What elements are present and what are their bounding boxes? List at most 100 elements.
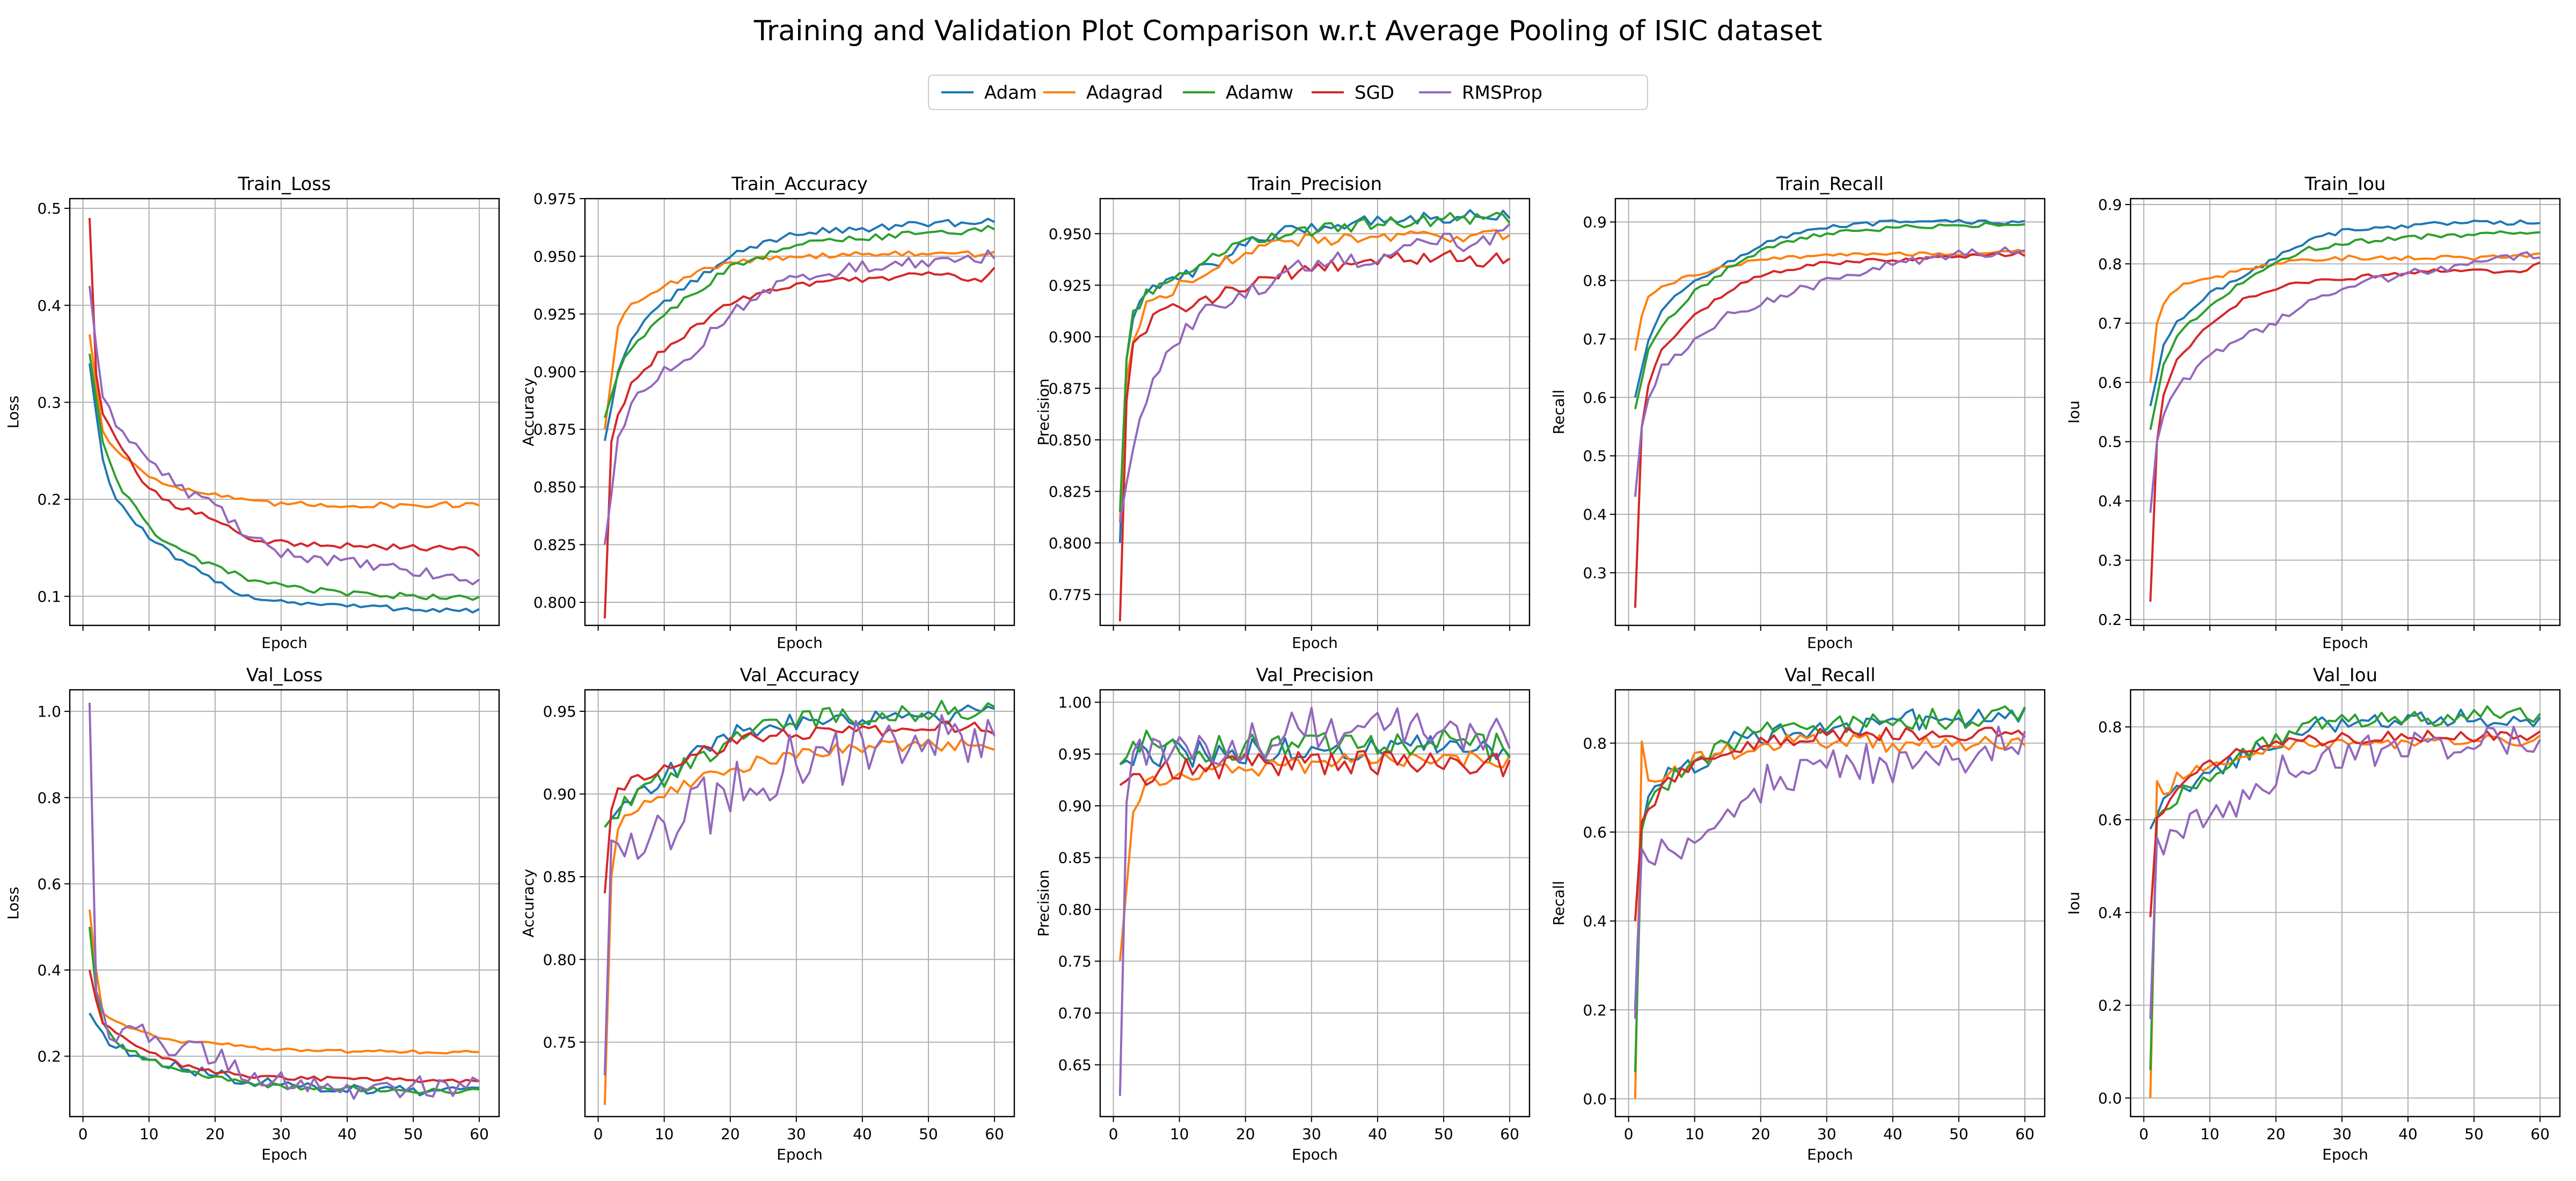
x-tick-label: 0 <box>594 1125 603 1143</box>
series-group <box>1118 706 1511 1096</box>
y-tick-label: 0.925 <box>533 305 576 323</box>
grid <box>2131 199 2560 625</box>
legend-item-sgd: SGD <box>1312 82 1394 104</box>
series-line-adamw <box>2149 230 2541 430</box>
y-tick-label: 0.4 <box>2098 492 2122 510</box>
x-tick-label: 30 <box>787 1125 806 1143</box>
subplot-val-accuracy: 0 10 20 30 40 50 60 0.75 0.80 0.85 0.90 0.95 Val_Acc… <box>519 665 1015 1163</box>
legend-label: Adagrad <box>1086 82 1163 104</box>
x-tick-label: 40 <box>338 1125 357 1143</box>
legend-item-adam: Adam <box>941 82 1037 104</box>
y-axis-label: Accuracy <box>519 378 537 447</box>
x-tick-label: 20 <box>1751 1125 1770 1143</box>
series-line-rmsprop <box>1118 223 1511 523</box>
y-axis-label: Accuracy <box>519 869 537 938</box>
y-tick-label: 0.4 <box>2098 904 2122 922</box>
x-axis-label: Epoch <box>261 1146 308 1163</box>
series-line-adam <box>1634 707 2026 1010</box>
y-tick-label: 0.5 <box>37 200 61 217</box>
x-tick-label: 30 <box>2332 1125 2352 1143</box>
grid <box>585 690 1014 1117</box>
axes-frame <box>1614 689 2046 1118</box>
x-axis-label: Epoch <box>777 634 823 652</box>
y-axis-label: Recall <box>1550 390 1568 435</box>
series-line-adamw <box>2149 705 2541 1070</box>
subplot-title: Train_Loss <box>237 173 331 195</box>
y-tick-label: 0.2 <box>2098 997 2122 1015</box>
y-tick-label: 0.850 <box>533 478 576 496</box>
y-tick-label: 0.5 <box>2098 433 2122 451</box>
x-tick-label: 20 <box>206 1125 225 1143</box>
y-tick-label: 0.6 <box>2098 811 2122 829</box>
subplot-val-precision: 0 10 20 30 40 50 60 0.65 0.70 0.75 0.80 0.85 0.90 0.9… <box>1035 665 1531 1163</box>
series-line-adam <box>1118 209 1511 543</box>
y-tick-label: 0.6 <box>1583 389 1607 406</box>
x-tick-label: 0 <box>1624 1125 1634 1143</box>
series-line-sgd <box>603 267 996 619</box>
series-line-rmsprop <box>603 714 996 1076</box>
subplot-title: Val_Recall <box>1784 665 1875 686</box>
subplot-title: Val_Accuracy <box>740 665 859 686</box>
y-tick-label: 0.80 <box>543 951 576 968</box>
series-line-rmsprop <box>2149 251 2541 513</box>
x-tick-label: 0 <box>78 1125 88 1143</box>
y-axis-label: Iou <box>2065 400 2083 424</box>
y-tick-label: 0.85 <box>543 868 576 886</box>
y-tick-label: 0.4 <box>1583 913 1607 930</box>
y-tick-label: 0.70 <box>1058 1004 1092 1022</box>
series-line-rmsprop <box>1634 725 2026 1019</box>
x-tick-label: 50 <box>404 1125 423 1143</box>
series-line-adamw <box>88 927 480 1095</box>
x-tick-label: 10 <box>655 1125 674 1143</box>
y-tick-label: 0.950 <box>533 247 576 265</box>
y-axis-label: Iou <box>2065 892 2083 915</box>
y-tick-label: 0.6 <box>37 875 61 893</box>
y-tick-label: 0.90 <box>543 785 576 803</box>
series-line-sgd <box>88 218 480 557</box>
series-group <box>1634 218 2026 608</box>
y-tick-label: 0.8 <box>37 789 61 807</box>
series-line-sgd <box>2149 261 2541 602</box>
y-tick-label: 0.90 <box>1058 797 1092 815</box>
y-tick-label: 0.950 <box>1049 225 1092 243</box>
series-line-adagrad <box>603 250 995 429</box>
subplot-title: Val_Loss <box>246 665 323 686</box>
series-line-rmsprop <box>603 249 996 545</box>
x-tick-label: 50 <box>2464 1125 2484 1143</box>
series-group <box>603 217 996 619</box>
y-tick-label: 0.875 <box>533 421 576 439</box>
y-tick-label: 0.7 <box>1583 330 1607 348</box>
series-line-adagrad <box>88 334 480 509</box>
subplot-train-loss: 0.1 0.2 0.3 0.4 0.5 Train_Loss Epoch Loss <box>4 173 500 652</box>
legend: Adam Adagrad Adamw SGD RMSProp <box>928 75 1648 110</box>
series-group <box>88 703 480 1100</box>
grid <box>1615 690 2045 1117</box>
series-line-adagrad <box>1118 750 1511 961</box>
axes-frame <box>1099 198 1531 626</box>
x-tick-label: 10 <box>1170 1125 1189 1143</box>
legend-label: RMSProp <box>1462 82 1542 104</box>
y-tick-label: 0.9 <box>1583 214 1607 231</box>
subplot-train-precision: 0.775 0.800 0.825 0.850 0.875 0.900 0.925 0.950… <box>1035 173 1531 652</box>
x-axis-label: Epoch <box>261 634 308 652</box>
x-tick-label: 0 <box>1109 1125 1118 1143</box>
y-tick-label: 0.8 <box>2098 718 2122 736</box>
y-tick-label: 0.95 <box>1058 746 1092 763</box>
y-tick-label: 0.875 <box>1049 380 1092 397</box>
legend-label: Adamw <box>1226 82 1293 104</box>
series-group <box>1118 209 1511 622</box>
y-tick-label: 0.0 <box>1583 1090 1607 1108</box>
series-line-adamw <box>604 699 996 828</box>
subplot-title: Val_Precision <box>1256 665 1374 686</box>
series-line-rmsprop <box>1634 246 2025 497</box>
y-tick-label: 0.2 <box>2098 611 2122 629</box>
series-line-rmsprop <box>88 286 480 586</box>
y-tick-label: 0.75 <box>1058 953 1092 971</box>
y-tick-label: 0.4 <box>1583 506 1607 523</box>
x-tick-label: 0 <box>2139 1125 2149 1143</box>
x-tick-label: 40 <box>1368 1125 1387 1143</box>
y-tick-label: 0.3 <box>37 393 61 411</box>
series-line-adamw <box>1118 212 1511 512</box>
subplot-title: Train_Precision <box>1247 173 1382 195</box>
